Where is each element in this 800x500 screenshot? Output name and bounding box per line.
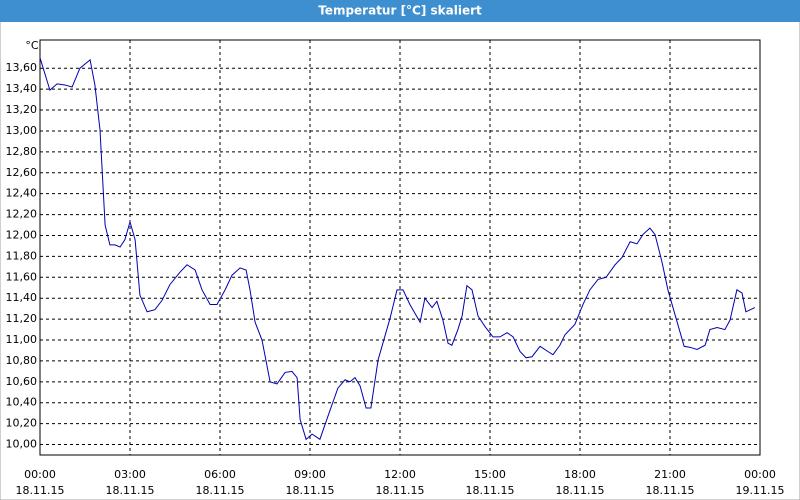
y-tick-label: 11,00 xyxy=(6,333,38,346)
x-tick-label: 06:00 18.11.15 xyxy=(196,468,245,497)
x-tick-label: 12:00 18.11.15 xyxy=(376,468,425,497)
x-tick-label: 09:00 18.11.15 xyxy=(286,468,335,497)
x-tick-label: 00:00 18.11.15 xyxy=(16,468,65,497)
y-tick-label: 12,20 xyxy=(6,208,38,221)
y-tick-label: 12,80 xyxy=(6,145,38,158)
x-tick-label: 18:00 18.11.15 xyxy=(556,468,605,497)
y-tick-label: 11,60 xyxy=(6,270,38,283)
x-tick-label: 03:00 18.11.15 xyxy=(106,468,155,497)
plot-area xyxy=(39,39,761,456)
y-tick-label: 12,60 xyxy=(6,166,38,179)
y-tick-label: 11,80 xyxy=(6,249,38,262)
x-tick-label: 21:00 18.11.15 xyxy=(646,468,695,497)
y-unit-label: °C xyxy=(25,39,39,52)
title-bar xyxy=(0,0,800,22)
y-tick-label: 10,80 xyxy=(6,354,38,367)
y-tick-label: 10,20 xyxy=(6,417,38,430)
y-tick-label: 12,40 xyxy=(6,187,38,200)
y-tick-label: 10,40 xyxy=(6,396,38,409)
y-tick-label: 13,60 xyxy=(6,61,38,74)
temperature-line xyxy=(39,57,756,441)
y-tick-label: 10,60 xyxy=(6,375,38,388)
y-tick-label: 11,20 xyxy=(6,312,38,325)
x-tick-label: 15:00 18.11.15 xyxy=(466,468,515,497)
y-tick-label: 13,40 xyxy=(6,82,38,95)
y-tick-label: 10,00 xyxy=(6,438,38,451)
y-tick-label: 13,20 xyxy=(6,103,38,116)
y-tick-label: 13,00 xyxy=(6,124,38,137)
y-tick-label: 11,40 xyxy=(6,291,38,304)
x-tick-label: 00:00 19.11.15 xyxy=(736,468,785,497)
chart-title: Temperatur [°C] skaliert xyxy=(318,4,482,18)
y-tick-label: 12,00 xyxy=(6,228,38,241)
